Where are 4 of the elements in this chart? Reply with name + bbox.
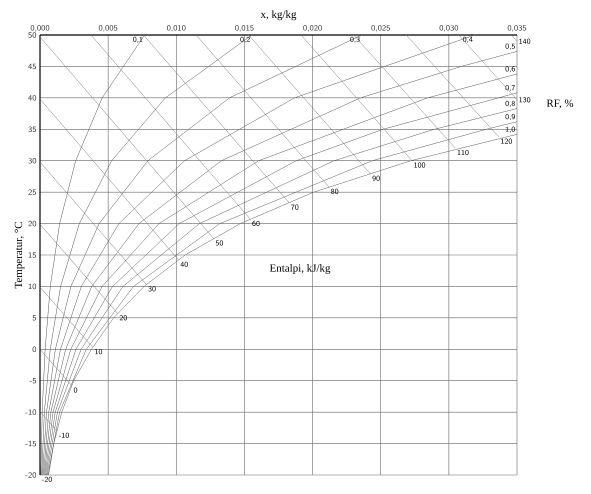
y-axis-title: Temperatur, °C	[14, 222, 24, 288]
x-axis-title: x, kg/kg	[260, 10, 296, 20]
text: RF, %	[546, 100, 574, 108]
annotation: Entalpi, kJ/kg	[270, 264, 330, 274]
